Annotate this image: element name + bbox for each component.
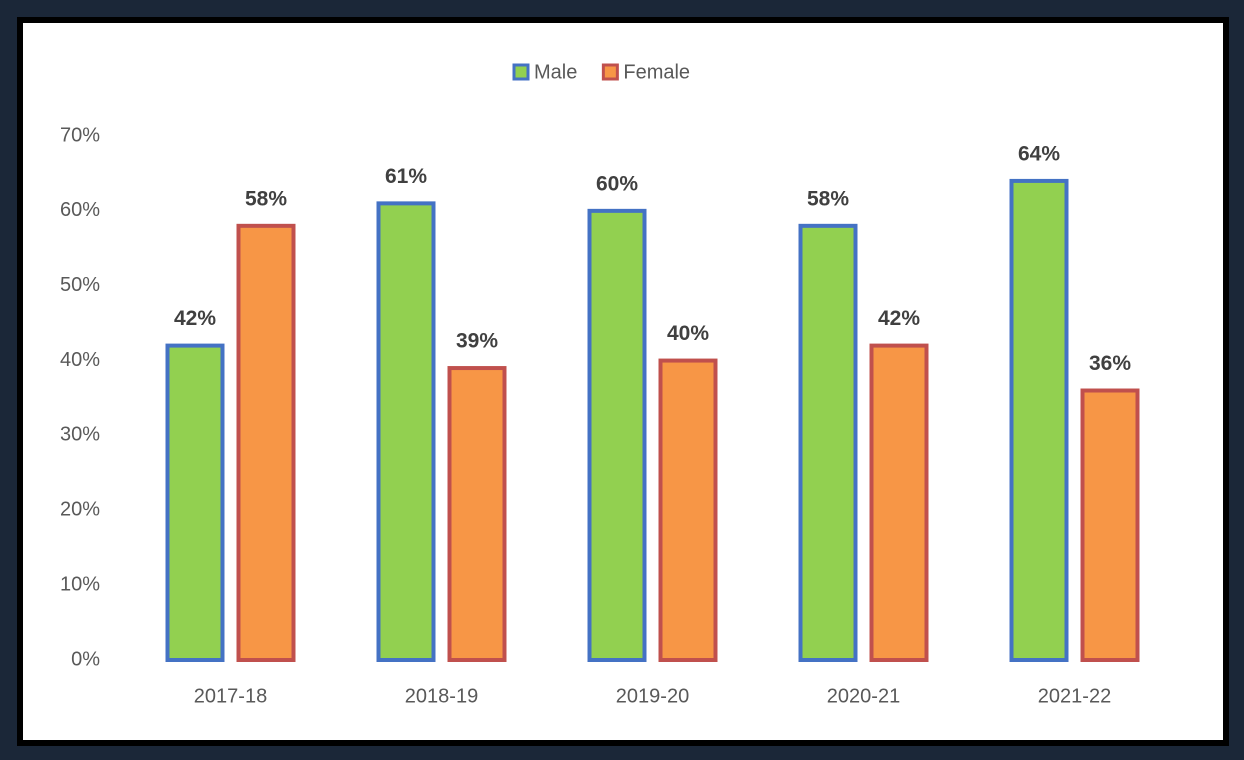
bar <box>1080 388 1140 662</box>
x-tick-label: 2021-22 <box>1038 685 1111 707</box>
legend-label: Female <box>623 61 690 83</box>
bar <box>798 223 858 662</box>
bar <box>236 223 296 662</box>
y-tick-label: 60% <box>60 199 100 221</box>
value-label: 36% <box>1089 352 1131 375</box>
bar <box>165 343 225 662</box>
y-tick-label: 70% <box>60 124 100 146</box>
value-label: 42% <box>878 307 920 330</box>
bar <box>587 208 647 662</box>
value-label: 60% <box>596 172 638 195</box>
value-label: 39% <box>456 330 498 353</box>
bar <box>447 366 507 662</box>
legend-swatch <box>512 63 530 81</box>
y-tick-label: 40% <box>60 349 100 371</box>
y-tick-label: 10% <box>60 573 100 595</box>
x-tick-label: 2017-18 <box>194 685 267 707</box>
bar <box>376 201 436 662</box>
x-tick-label: 2019-20 <box>616 685 689 707</box>
value-label: 61% <box>385 165 427 188</box>
legend-label: Male <box>534 61 577 83</box>
value-label: 40% <box>667 322 709 345</box>
x-tick-label: 2018-19 <box>405 685 478 707</box>
bar <box>869 343 929 662</box>
bar <box>658 358 718 662</box>
value-label: 64% <box>1018 142 1060 165</box>
x-tick-label: 2020-21 <box>827 685 900 707</box>
y-tick-label: 20% <box>60 499 100 521</box>
bar <box>1009 178 1069 663</box>
value-label: 58% <box>245 187 287 210</box>
y-tick-label: 0% <box>71 648 100 670</box>
value-label: 42% <box>174 307 216 330</box>
legend-swatch <box>601 63 619 81</box>
y-tick-label: 30% <box>60 424 100 446</box>
value-label: 58% <box>807 187 849 210</box>
y-tick-label: 50% <box>60 274 100 296</box>
